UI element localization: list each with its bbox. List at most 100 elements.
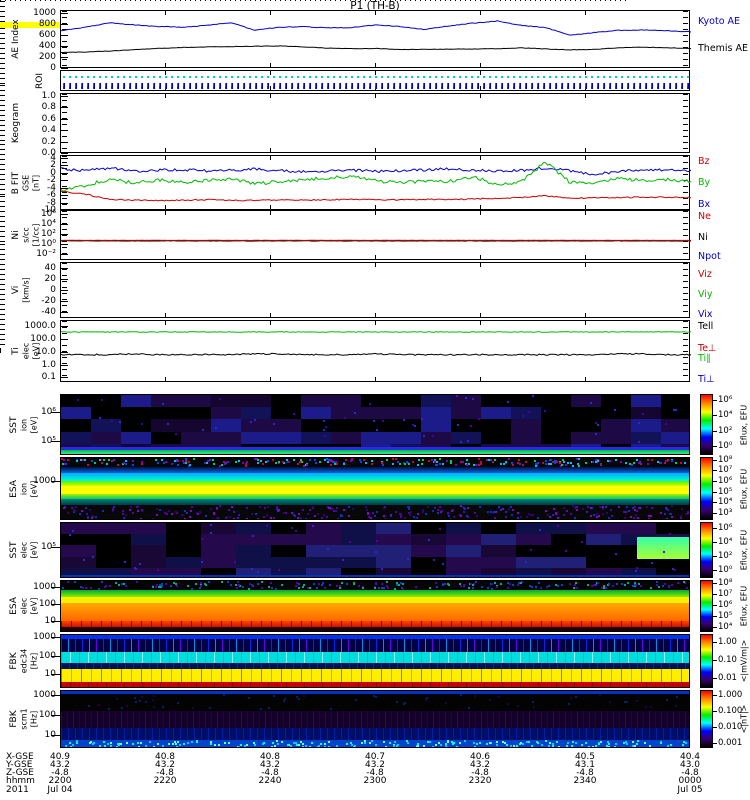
ytick-keogram: 0.4 (41, 125, 56, 136)
speckle (462, 505, 465, 508)
colorbar-tick: 10⁴ (718, 497, 733, 508)
speckle (103, 741, 106, 744)
speckle (630, 464, 633, 467)
speckle (473, 512, 476, 515)
speckle (408, 511, 411, 514)
speckle (381, 461, 384, 464)
speckle (525, 740, 528, 743)
speckle (565, 549, 568, 552)
bottom-val-ygse: 43.1 (574, 760, 595, 770)
speckle (323, 586, 326, 589)
speckle (571, 745, 574, 747)
speckle (572, 464, 575, 467)
colorbar-tick: 10³ (718, 508, 733, 519)
speckle (416, 513, 419, 516)
legend-Te⊥: Te⊥ (698, 342, 717, 354)
flux-cell (601, 395, 632, 408)
speckle (463, 583, 466, 586)
speckle (191, 741, 194, 743)
speckle (196, 513, 199, 516)
speckle (417, 459, 420, 462)
speckle (551, 742, 554, 745)
speckle (296, 517, 299, 519)
speckle (428, 538, 431, 541)
ylabel-esa_ion: ion (19, 482, 29, 495)
speckle (228, 741, 231, 744)
speckle (556, 525, 559, 528)
speckle (319, 742, 322, 745)
speckle (277, 743, 280, 746)
speckle (137, 505, 140, 508)
flux-cell (151, 395, 182, 408)
bottom-val-hhmm: 2220 (153, 776, 177, 786)
speckle (156, 462, 159, 465)
flux-cell (391, 431, 422, 445)
speckle (452, 741, 455, 744)
flux-cell (621, 567, 657, 577)
speckle (407, 558, 410, 561)
speckle (537, 517, 540, 519)
flux-cell (376, 567, 412, 577)
speckle (595, 421, 598, 424)
speckle (378, 586, 381, 589)
speckle (329, 459, 332, 462)
ytick-mark-vi (61, 279, 68, 281)
speckle (353, 411, 356, 414)
speckle (608, 743, 611, 746)
speckle (625, 462, 628, 465)
speckle (249, 746, 252, 747)
x-major-ticks-top (61, 211, 689, 215)
speckle (507, 401, 510, 404)
speckle (507, 702, 510, 705)
speckle (462, 507, 465, 510)
speckle (209, 707, 212, 710)
flux-cell (661, 395, 689, 408)
ylabel-ni: Ni (11, 230, 21, 240)
speckle (73, 509, 76, 512)
bottom-val-xgse: 40.8 (154, 752, 176, 762)
speckle (496, 743, 499, 746)
series-svg-temp (61, 331, 691, 356)
ytick-bfit: 2 (50, 160, 56, 171)
flux-cell (121, 431, 152, 445)
speckle (677, 582, 680, 585)
flux-cell (61, 567, 97, 577)
speckle (352, 745, 355, 747)
speckle (518, 581, 521, 584)
speckle (266, 513, 269, 516)
colorbar-tickmark (713, 678, 717, 680)
speckle (459, 441, 462, 444)
speckle (685, 587, 688, 590)
trace-Kyoto AE (61, 20, 691, 36)
speckle (281, 461, 284, 464)
speckle (626, 581, 629, 584)
speckle (371, 740, 374, 743)
speckle (121, 509, 124, 512)
colorbar-tickmark (713, 513, 717, 515)
speckle (615, 746, 618, 747)
speckle (208, 581, 211, 583)
flux-cell (236, 523, 272, 535)
speckle (124, 459, 127, 462)
speckle (370, 462, 373, 465)
flux-cell (541, 431, 572, 445)
speckle (459, 693, 462, 696)
flux-cell (131, 556, 167, 569)
trace-Te (61, 331, 691, 333)
speckle (643, 742, 646, 745)
colorbar-tickmark (713, 583, 717, 585)
speckle (433, 558, 436, 561)
speckle (116, 697, 119, 700)
colorbar-tickmark (713, 727, 717, 729)
speckle (345, 583, 348, 586)
speckle (309, 586, 312, 589)
speckle (505, 510, 507, 513)
speckle (173, 740, 176, 743)
speckle (189, 510, 192, 513)
speckle (578, 458, 581, 461)
speckle (259, 459, 262, 462)
speckle (463, 584, 466, 587)
speckle (100, 462, 103, 465)
flux-cell (511, 431, 542, 445)
speckle (238, 513, 241, 516)
